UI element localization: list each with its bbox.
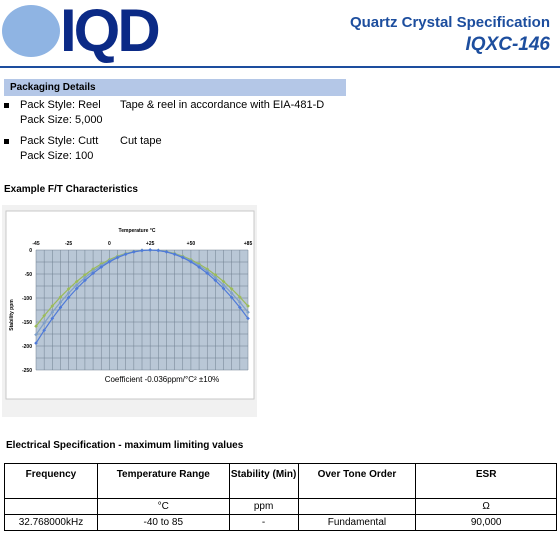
data-point (42, 313, 46, 318)
electrical-heading: Electrical Specification - maximum limit… (6, 440, 244, 451)
data-point (238, 300, 242, 305)
value-frequency: 32.768000kHz (4, 514, 98, 531)
data-point (213, 273, 218, 277)
data-point (74, 286, 79, 291)
data-point (83, 278, 87, 283)
ft-heading: Example F/T Characteristics (4, 184, 138, 195)
data-point (221, 286, 226, 291)
bullet-icon (4, 139, 9, 144)
y-axis-label: Stability ppm (9, 299, 15, 331)
value-esr: 90,000 (415, 514, 557, 531)
packaging-heading: Packaging Details (4, 79, 346, 96)
data-point (213, 278, 218, 283)
y-tick-label: -250 (22, 368, 32, 374)
data-point (66, 291, 71, 296)
x-tick-label: +85 (244, 241, 253, 247)
unit-cell (297, 498, 417, 515)
chart-title: Temperature °C (119, 228, 156, 234)
y-tick-label: -50 (25, 272, 32, 278)
data-point (246, 310, 250, 315)
coefficient-annotation: Coefficient -0.036ppm/°C² ±10% (105, 375, 220, 384)
pack-description: Tape & reel in accordance with EIA-481-D (120, 99, 325, 111)
y-tick-labels: 0 -50 -100 -150 -200 -250 (22, 248, 32, 374)
data-point (229, 291, 234, 296)
pack-size: Pack Size: 5,000 (20, 114, 103, 126)
data-point (91, 271, 95, 276)
data-point (172, 252, 177, 257)
header-stability: Stability (Min) (228, 463, 299, 499)
x-tick-labels: -45 -25 0 +25 +50 +85 (32, 241, 252, 247)
pack-style: Pack Style: Cutt (20, 135, 99, 147)
data-point (34, 341, 38, 345)
y-tick-label: -150 (22, 320, 32, 326)
table-row: 32.768000kHz -40 to 85 - Fundamental 90,… (4, 514, 557, 531)
document-title-block: Quartz Crystal Specification IQXC-146 (350, 14, 550, 56)
header-esr: ESR (415, 463, 557, 499)
electrical-spec-table: Frequency Temperature Range Stability (M… (4, 463, 557, 531)
logo-wordmark: IQD (60, 0, 161, 64)
value-overtone: Fundamental (297, 514, 417, 531)
pack-size: Pack Size: 100 (20, 150, 94, 162)
table-units-row: °C ppm Ω (4, 498, 557, 515)
x-tick-label: -45 (32, 241, 39, 247)
header-overtone: Over Tone Order (297, 463, 417, 499)
bullet-icon (4, 103, 9, 108)
data-point (246, 316, 250, 321)
table-header-row: Frequency Temperature Range Stability (M… (4, 463, 557, 499)
data-point (50, 310, 55, 315)
data-point (197, 265, 201, 269)
logo-ellipse (2, 5, 60, 57)
unit-cell: °C (96, 498, 230, 515)
ft-chart-svg: Temperature °C -45 -25 0 +25 +50 +85 0-50-100… (5, 210, 255, 400)
data-point (238, 295, 242, 299)
y-tick-label: -200 (22, 344, 32, 350)
document-title: Quartz Crystal Specification (349, 14, 550, 31)
data-point (50, 304, 55, 308)
pack-style: Pack Style: Reel (20, 99, 101, 111)
x-tick-label: -25 (65, 241, 72, 247)
header-divider (0, 66, 560, 68)
data-point (83, 273, 87, 277)
data-point (42, 328, 46, 333)
ft-chart: Temperature °C -45 -25 0 +25 +50 +85 0 -50 -100… (2, 205, 257, 417)
x-tick-label: +50 (187, 241, 196, 247)
x-tick-label: +25 (146, 241, 155, 247)
header-frequency: Frequency (4, 463, 98, 499)
value-temperature-range: -40 to 85 (96, 514, 230, 531)
y-tick-label: 0 (29, 248, 32, 254)
series-group (34, 248, 250, 345)
data-point (246, 304, 250, 308)
grid-lines (35, 249, 249, 371)
unit-cell (4, 498, 98, 515)
pack-description: Cut tape (120, 135, 162, 147)
x-tick-label: 0 (108, 241, 111, 247)
unit-cell: Ω (415, 498, 557, 515)
data-point (83, 275, 87, 280)
value-stability: - (228, 514, 299, 531)
unit-cell: ppm (228, 498, 299, 515)
header-temperature-range: Temperature Range (96, 463, 230, 499)
data-point (213, 275, 218, 280)
y-tick-label: -100 (22, 296, 32, 302)
model-number: IQXC-146 (465, 34, 550, 55)
